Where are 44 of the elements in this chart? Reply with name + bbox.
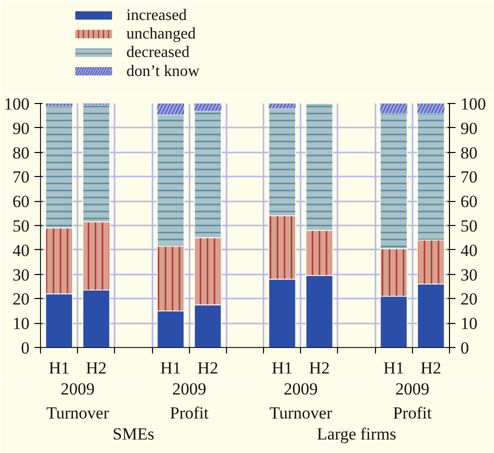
y-tick-label: 0 (21, 338, 30, 358)
y-tick-label: 90 (12, 118, 30, 138)
text: 2009 (172, 380, 206, 399)
y2-tick-label: 10 (460, 314, 478, 334)
text: 2009 (60, 380, 95, 399)
y-tick-label: 40 (12, 240, 30, 260)
y-tick-label: 10 (12, 314, 30, 334)
text: 2009 (395, 380, 430, 399)
text: 2009 (284, 380, 318, 399)
x-tick-label: H2 (420, 358, 442, 378)
x-tick-label: H2 (308, 358, 330, 378)
y2-tick-label: 30 (460, 265, 478, 284)
x-tick-label: H2 (86, 358, 107, 378)
x-tick-label: H1 (272, 358, 293, 378)
legend-label: increased (126, 6, 187, 24)
y-tick-label: 50 (12, 216, 30, 236)
y-tick-label: 70 (12, 168, 30, 187)
text: Turnover (46, 403, 110, 422)
legend-label: don’t know (126, 62, 200, 80)
text: Profit (392, 403, 432, 422)
text: Turnover (269, 403, 332, 422)
text: Large firms (316, 424, 396, 444)
y2-tick-label: 90 (460, 118, 478, 138)
text: SMEs (112, 424, 154, 444)
y2-tick-label: 60 (460, 192, 478, 212)
x-tick-label: H1 (160, 358, 182, 378)
y2-tick-label: 80 (460, 143, 478, 162)
y2-tick-label: 100 (460, 94, 486, 114)
y-tick-label: 20 (12, 290, 30, 309)
y2-tick-label: 20 (460, 290, 478, 309)
y2-tick-label: 40 (460, 240, 478, 260)
x-tick-label: H2 (197, 358, 218, 378)
y-tick-label: 60 (12, 192, 30, 212)
y2-tick-label: 0 (460, 338, 469, 358)
y2-tick-label: 70 (460, 168, 478, 187)
y-tick-label: 30 (12, 265, 30, 284)
x-tick-label: H1 (383, 358, 404, 378)
y2-tick-label: 50 (460, 216, 478, 236)
text: Profit (170, 403, 209, 422)
x-tick-label: H1 (48, 358, 70, 378)
legend-label: unchanged (126, 26, 196, 43)
y-tick-label: 80 (12, 143, 30, 162)
legend-label: decreased (126, 44, 190, 62)
y-tick-label: 100 (4, 94, 30, 114)
